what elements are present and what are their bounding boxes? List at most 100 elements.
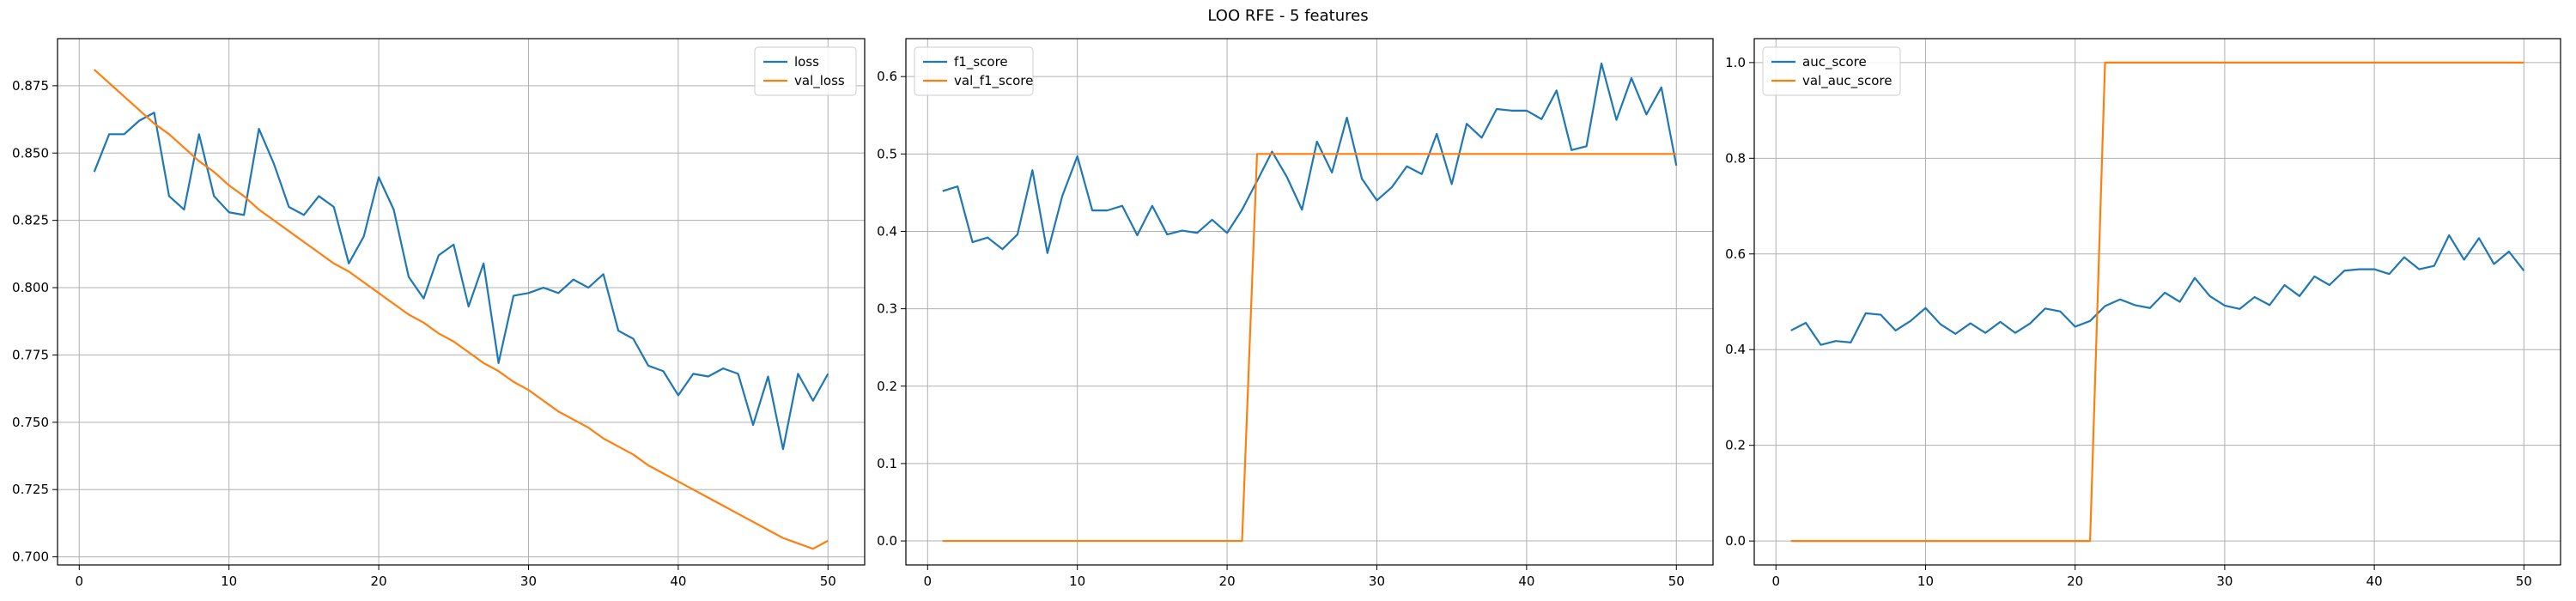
data-point-loss	[94, 171, 95, 173]
data-point-f1-score	[1601, 63, 1602, 64]
data-point-loss	[527, 292, 529, 294]
data-point-val-loss	[708, 496, 709, 498]
data-point-val-f1-score	[1256, 153, 1258, 155]
x-tick-label: 40	[1518, 574, 1534, 589]
data-point-f1-score	[1136, 234, 1138, 236]
data-point-loss	[812, 400, 814, 402]
data-point-auc-score	[2523, 270, 2524, 271]
data-point-auc-score	[2224, 305, 2226, 307]
data-point-f1-score	[1645, 113, 1647, 115]
data-point-auc-score	[1940, 323, 1941, 325]
data-point-val-f1-score	[987, 540, 988, 542]
data-point-auc-score	[2254, 296, 2256, 298]
data-point-val-loss	[617, 446, 619, 447]
data-point-val-f1-score	[1496, 153, 1498, 155]
data-point-val-auc-score	[2523, 62, 2524, 64]
data-point-val-loss	[797, 543, 799, 544]
data-point-f1-score	[1031, 169, 1033, 171]
data-point-f1-score	[1436, 133, 1437, 135]
data-point-val-loss	[438, 332, 440, 334]
data-point-loss	[497, 362, 499, 364]
data-point-auc-score	[2149, 307, 2151, 309]
data-point-val-auc-score	[2044, 540, 2046, 542]
data-point-val-f1-score	[1241, 540, 1242, 542]
data-point-val-f1-score	[1301, 153, 1303, 155]
data-point-loss	[692, 373, 694, 374]
data-point-val-auc-score	[1924, 540, 1926, 542]
data-point-val-loss	[288, 230, 289, 232]
data-point-val-loss	[168, 133, 170, 135]
data-point-val-loss	[408, 313, 410, 315]
data-point-val-f1-score	[1286, 153, 1288, 155]
data-point-val-auc-score	[2508, 62, 2510, 64]
y-tick-label: 1.0	[1725, 55, 1746, 70]
data-point-auc-score	[2089, 320, 2091, 322]
data-point-val-loss	[767, 529, 769, 531]
data-point-val-auc-score	[2089, 540, 2091, 542]
series-line-val-f1-score	[942, 153, 1677, 543]
y-tick-label: 0.0	[877, 533, 897, 549]
data-point-val-f1-score	[1556, 153, 1558, 155]
data-point-auc-score	[1954, 333, 1956, 335]
data-point-val-f1-score	[1480, 153, 1482, 155]
data-point-val-loss	[392, 303, 394, 305]
data-point-f1-score	[971, 241, 973, 243]
data-point-auc-score	[1970, 322, 1971, 324]
data-point-val-loss	[198, 160, 200, 161]
x-tick-label: 40	[670, 574, 686, 589]
data-point-auc-score	[2029, 322, 2031, 324]
data-point-f1-score	[987, 236, 988, 238]
y-tick-label: 0.0	[1725, 533, 1746, 549]
data-point-val-loss	[587, 427, 589, 428]
data-point-val-f1-score	[1571, 153, 1572, 155]
data-point-val-f1-score	[1661, 153, 1662, 155]
data-point-loss	[722, 367, 724, 369]
y-tick-label: 0.4	[1725, 342, 1746, 357]
legend: f1_score val_f1_score	[914, 46, 1034, 96]
legend-label: val_loss	[794, 73, 845, 89]
y-tick-label: 0.4	[877, 223, 897, 239]
data-point-val-loss	[812, 548, 814, 549]
data-point-val-f1-score	[1182, 540, 1183, 542]
data-point-val-loss	[513, 381, 514, 383]
data-point-val-auc-score	[2059, 540, 2061, 542]
data-point-f1-score	[1151, 205, 1153, 207]
data-point-auc-score	[2134, 304, 2136, 306]
data-point-loss	[587, 287, 589, 288]
data-point-val-auc-score	[2343, 62, 2345, 64]
data-point-f1-score	[1001, 248, 1003, 250]
data-point-auc-score	[2164, 292, 2166, 294]
data-point-auc-score	[2418, 268, 2420, 270]
data-point-f1-score	[1346, 117, 1347, 118]
legend: auc_score val_auc_score	[1762, 46, 1901, 96]
data-point-val-f1-score	[1585, 153, 1587, 155]
data-point-val-auc-score	[2224, 62, 2226, 64]
data-point-f1-score	[1571, 149, 1572, 151]
data-point-loss	[288, 206, 289, 208]
x-tick-label: 30	[1369, 574, 1385, 589]
data-point-val-f1-score	[1421, 153, 1423, 155]
data-point-f1-score	[1631, 77, 1632, 79]
data-point-val-auc-score	[1910, 540, 1911, 542]
data-point-f1-score	[1047, 252, 1048, 254]
series-line-f1-score	[942, 62, 1678, 254]
legend-label: auc_score	[1802, 54, 1867, 70]
x-tick-label: 0	[1771, 574, 1780, 589]
x-tick-label: 10	[221, 574, 237, 589]
x-tick-label: 40	[2366, 574, 2383, 589]
data-point-f1-score	[1675, 165, 1677, 167]
data-point-val-auc-score	[2104, 62, 2105, 64]
data-point-f1-score	[1510, 110, 1512, 112]
data-point-val-f1-score	[1510, 153, 1512, 155]
data-point-val-loss	[557, 410, 559, 412]
data-point-val-loss	[722, 505, 724, 507]
data-point-loss	[617, 330, 619, 331]
data-point-f1-score	[1615, 118, 1617, 120]
data-point-f1-score	[1121, 205, 1123, 207]
data-point-loss	[557, 292, 559, 294]
data-point-val-f1-score	[1631, 153, 1632, 155]
data-point-val-loss	[378, 292, 380, 294]
data-point-auc-score	[2059, 310, 2061, 312]
data-point-val-loss	[183, 147, 185, 149]
